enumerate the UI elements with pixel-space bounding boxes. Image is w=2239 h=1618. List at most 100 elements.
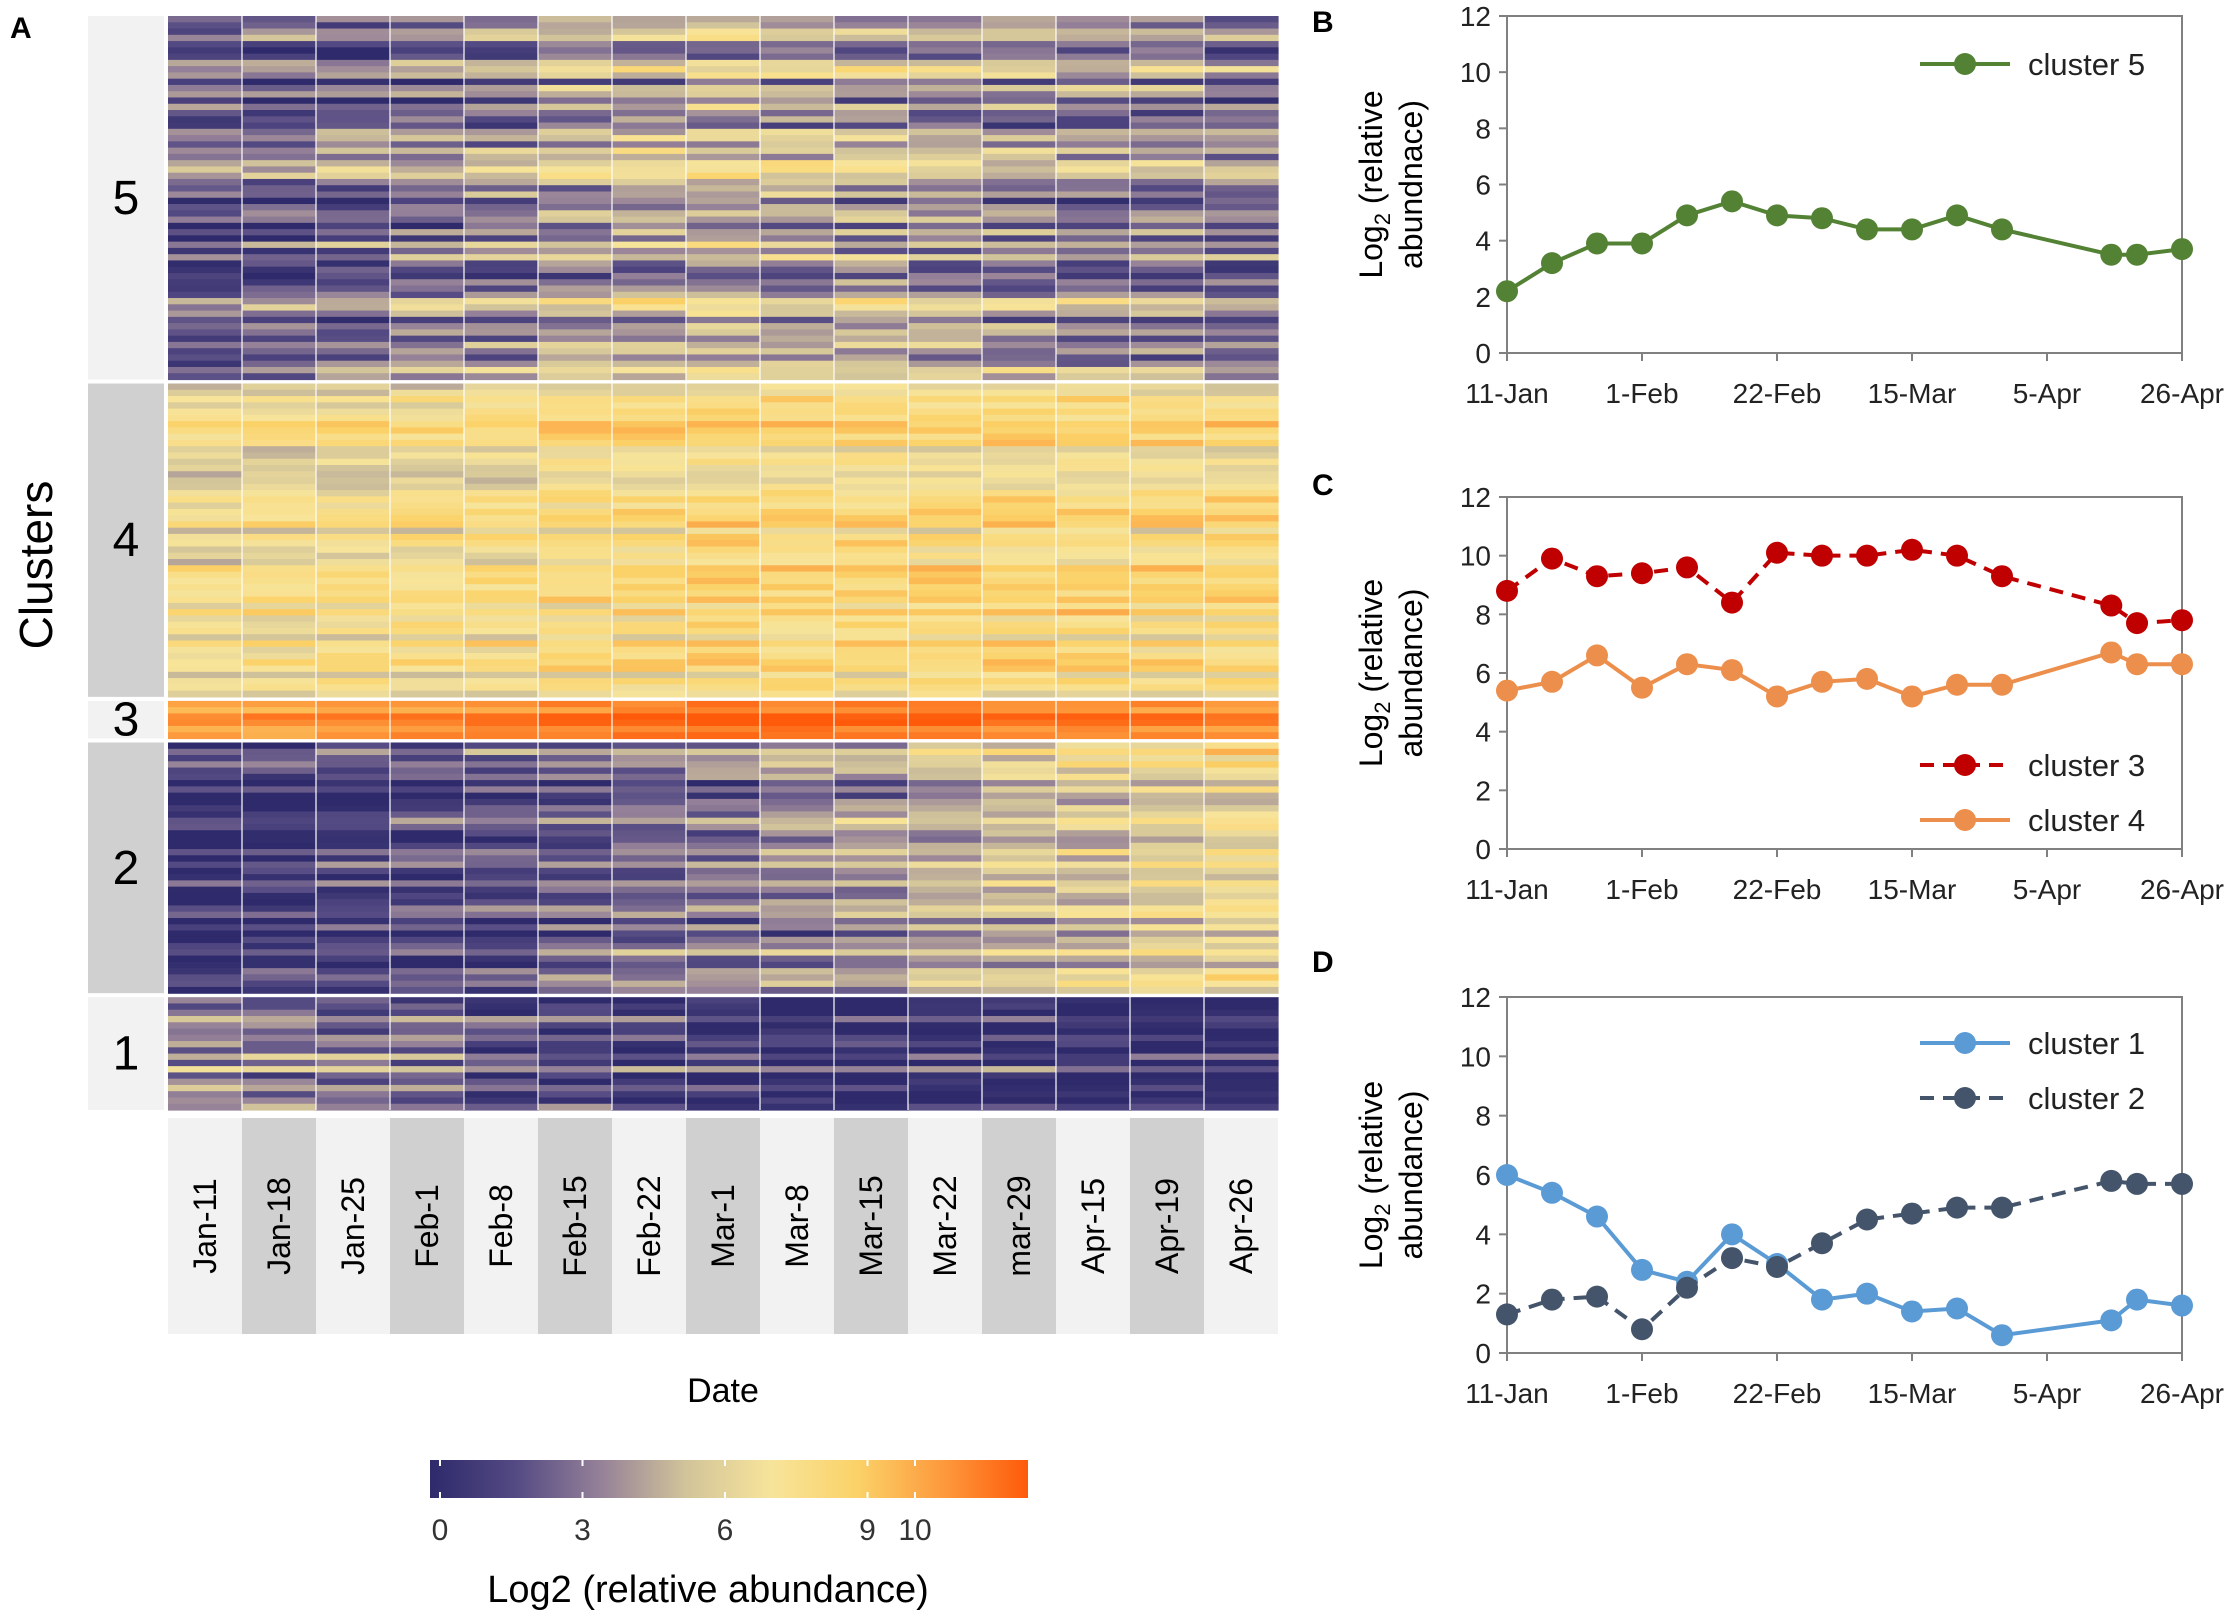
heatmap-cell — [908, 396, 983, 403]
heatmap-cell — [1130, 786, 1205, 794]
heatmap-cell — [760, 216, 835, 224]
heatmap-cell — [1204, 414, 1279, 422]
heatmap-cell — [1204, 316, 1279, 324]
heatmap-cell — [1130, 880, 1205, 888]
heatmap-cell — [686, 216, 761, 224]
heatmap-cell — [464, 222, 539, 230]
heatmap-cell — [760, 949, 835, 957]
data-point — [2171, 609, 2193, 632]
heatmap-cell — [982, 153, 1057, 161]
heatmap-cell — [908, 634, 983, 642]
heatmap-cell — [168, 634, 243, 642]
heatmap-cell — [1130, 97, 1205, 105]
heatmap-cell — [982, 291, 1057, 299]
date-strip — [1130, 1118, 1204, 1334]
heatmap-cell — [1056, 34, 1131, 42]
heatmap-cell — [1204, 552, 1279, 560]
heatmap-cell — [168, 565, 243, 573]
heatmap-cell — [242, 210, 317, 218]
heatmap-cell — [1056, 671, 1131, 679]
heatmap-cell — [168, 153, 243, 161]
heatmap-cell — [316, 329, 391, 337]
heatmap-cell — [242, 659, 317, 667]
heatmap-cell — [1204, 974, 1279, 982]
heatmap-cell — [242, 905, 317, 913]
heatmap-cell — [1204, 1059, 1279, 1067]
panel-label: D — [1312, 946, 1334, 979]
heatmap-cell — [168, 66, 243, 74]
heatmap-cell — [1056, 341, 1131, 349]
heatmap-cell — [316, 241, 391, 249]
heatmap-cell — [612, 216, 687, 224]
heatmap-cell — [316, 640, 391, 648]
heatmap-cell — [612, 204, 687, 211]
heatmap-cell — [242, 116, 317, 124]
heatmap-cell — [242, 527, 317, 535]
heatmap-cell — [1130, 53, 1205, 61]
heatmap-cell — [1130, 396, 1205, 403]
heatmap-cell — [834, 577, 909, 585]
heatmap-cell — [760, 204, 835, 211]
heatmap-cell — [834, 684, 909, 692]
heatmap-cell — [612, 1066, 687, 1073]
heatmap-cell — [390, 172, 465, 180]
heatmap-cell — [908, 204, 983, 211]
heatmap-cell — [1204, 905, 1279, 913]
heatmap-cell — [982, 191, 1057, 199]
heatmap-cell — [908, 874, 983, 881]
y-axis-label-line2: abundance) — [1393, 588, 1429, 757]
y-tick-label: 4 — [1475, 717, 1491, 748]
heatmap-cell — [464, 16, 539, 23]
panel-label-a: A — [10, 12, 32, 45]
heatmap-cell — [464, 272, 539, 280]
heatmap-cell — [982, 732, 1057, 740]
heatmap-cell — [538, 546, 613, 554]
heatmap-cell — [908, 464, 983, 472]
heatmap-cell — [834, 458, 909, 466]
heatmap-cell — [242, 323, 317, 330]
heatmap-cell — [168, 185, 243, 193]
heatmap-cell — [242, 742, 317, 750]
heatmap-cell — [982, 997, 1057, 1005]
date-label: Mar-15 — [853, 1175, 889, 1276]
heatmap-cell — [538, 755, 613, 762]
heatmap-cell — [464, 700, 539, 708]
x-tick-label: 1-Feb — [1605, 1378, 1678, 1409]
heatmap-cell — [612, 285, 687, 293]
heatmap-cell — [168, 849, 243, 856]
heatmap-cell — [908, 1078, 983, 1086]
heatmap-cell — [538, 135, 613, 142]
heatmap-cell — [834, 160, 909, 168]
heatmap-cell — [168, 805, 243, 813]
heatmap-cell — [908, 272, 983, 280]
legend-swatch-marker — [1954, 53, 1976, 75]
heatmap-cell — [612, 621, 687, 629]
heatmap-cell — [1056, 936, 1131, 944]
heatmap-cell — [316, 291, 391, 299]
heatmap-cell — [760, 659, 835, 667]
heatmap-cell — [686, 433, 761, 441]
heatmap-cell — [686, 41, 761, 48]
heatmap-cell — [982, 439, 1057, 447]
heatmap-cell — [982, 216, 1057, 224]
heatmap-cell — [1056, 761, 1131, 769]
y-tick-label: 4 — [1475, 1219, 1491, 1250]
heatmap-cell — [538, 899, 613, 907]
heatmap-cell — [982, 684, 1057, 692]
heatmap-cell — [1056, 47, 1131, 55]
heatmap-cell — [834, 229, 909, 236]
heatmap-cell — [390, 59, 465, 67]
heatmap-cell — [834, 22, 909, 30]
heatmap-cell — [982, 91, 1057, 99]
data-point — [1946, 673, 1968, 696]
heatmap-cell — [834, 34, 909, 42]
heatmap-cell — [982, 197, 1057, 205]
heatmap-cell — [1056, 1041, 1131, 1048]
heatmap-cell — [834, 348, 909, 356]
heatmap-cell — [242, 997, 317, 1005]
heatmap-cell — [834, 477, 909, 485]
heatmap-cell — [1130, 502, 1205, 510]
heatmap-cell — [168, 496, 243, 504]
heatmap-cell — [316, 103, 391, 111]
heatmap-cell — [464, 28, 539, 36]
